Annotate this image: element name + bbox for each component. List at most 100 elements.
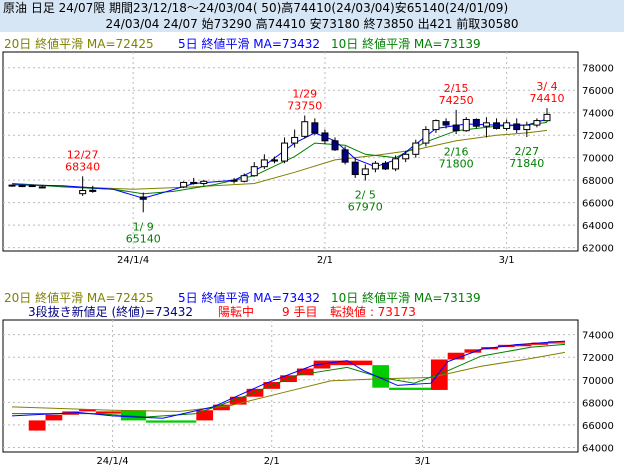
x-tick-label: 24/1/4: [96, 456, 128, 467]
break-brick: [196, 410, 214, 421]
candle-body: [180, 181, 188, 188]
high-annotation-date: 12/27: [67, 148, 99, 161]
break-brick: [464, 349, 482, 353]
candle-body: [402, 153, 410, 160]
break-brick: [79, 409, 96, 412]
candle-body: [533, 120, 541, 126]
break-brick: [95, 411, 121, 414]
candle-body: [361, 168, 369, 176]
ohlc-summary-bar: 24/03/04 24/07 始73290 高74410 安73180 終738…: [0, 16, 624, 32]
break-brick: [548, 341, 565, 344]
legend-entry: 5日 終値平滑 MA=73432: [178, 36, 320, 51]
break-brick: [146, 420, 197, 423]
y-tick-label: 72000: [582, 353, 614, 364]
candle-body: [412, 142, 420, 155]
candle-body: [200, 180, 208, 185]
candle-body: [291, 136, 299, 144]
y-tick-label: 70000: [582, 154, 614, 165]
x-tick-label: 3/1: [415, 456, 431, 467]
break-brick: [389, 387, 431, 390]
break-brick: [313, 360, 331, 369]
ma20-line: [11, 351, 566, 412]
break-brick: [531, 342, 549, 345]
legend-entry: 20日 終値平滑 MA=72425: [4, 36, 154, 51]
candle-body: [250, 166, 258, 177]
low-annotation-date: 2/16: [444, 145, 469, 158]
y-tick-label: 66000: [582, 421, 614, 432]
high-annotation-date: 2/15: [444, 82, 469, 95]
y-tick-label: 72000: [582, 131, 614, 142]
candle-body: [371, 162, 379, 170]
plot-frame: [2, 51, 579, 252]
y-tick-label: 74000: [582, 331, 614, 342]
y-tick-label: 64000: [582, 443, 614, 454]
low-annotation-value: 67970: [348, 201, 383, 214]
ma20-line: [11, 129, 548, 190]
break-brick: [120, 410, 147, 421]
ma5-line: [11, 340, 566, 419]
y-tick-label: 62000: [582, 244, 614, 255]
candle-body: [8, 184, 16, 187]
three-line-break-panel: 20日 終値平滑 MA=72425 5日 終値平滑 MA=73432 10日 終値平…: [2, 290, 614, 467]
y-tick-label: 66000: [582, 199, 614, 210]
x-tick-label: 24/1/4: [117, 255, 149, 266]
low-annotation-date: 2/27: [514, 145, 539, 158]
y-tick-label: 68000: [582, 176, 614, 187]
candle-body: [381, 162, 389, 170]
candle-body: [38, 186, 46, 189]
status-trend: 陽転中: [218, 304, 254, 319]
low-annotation-value: 71800: [439, 157, 474, 170]
low-annotation-value: 65140: [126, 232, 161, 245]
high-annotation-value: 68340: [65, 160, 100, 173]
x-tick-label: 2/1: [264, 456, 280, 467]
chart-title-bar: 原油 日足 24/07限 期間23/12/18～24/03/04( 50)高74…: [0, 0, 624, 16]
candle-body: [139, 196, 147, 200]
candle-body: [301, 121, 309, 137]
candlestick-panel: 20日 終値平滑 MA=72425 5日 終値平滑 MA=73432 10日 終値平…: [2, 36, 614, 266]
high-annotation-value: 73750: [287, 100, 322, 113]
candle-body: [523, 124, 531, 131]
break-brick: [514, 344, 532, 347]
high-annotation-date: 3/ 4: [536, 80, 557, 93]
candle-body: [351, 161, 359, 176]
y-tick-label: 76000: [582, 86, 614, 97]
candle-body: [341, 149, 349, 163]
candle-body: [28, 185, 36, 188]
high-annotation-date: 1/29: [292, 88, 317, 101]
low-annotation-value: 71840: [509, 157, 544, 170]
candle-body: [18, 185, 26, 188]
header-line2: 24/03/04 24/07 始73290 高74410 安73180 終738…: [105, 17, 519, 31]
y-tick-label: 68000: [582, 398, 614, 409]
candle-body: [311, 122, 319, 134]
candle-body: [281, 142, 289, 162]
candle-body: [472, 118, 480, 127]
candle-body: [89, 189, 97, 192]
x-tick-label: 3/1: [499, 255, 515, 266]
header-line1: 原油 日足 24/07限 期間23/12/18～24/03/04( 50)高74…: [3, 1, 509, 15]
legend-entry: 5日 終値平滑 MA=73432: [178, 290, 320, 305]
candle-body: [462, 118, 470, 132]
legend-entry: 10日 終値平滑 MA=73139: [331, 36, 481, 51]
low-annotation-date: 2/ 5: [355, 189, 376, 202]
candle-body: [321, 132, 329, 142]
high-annotation-value: 74250: [439, 94, 474, 107]
candle-body: [230, 179, 238, 182]
candle-body: [503, 122, 511, 129]
candle-body: [240, 175, 248, 182]
break-brick: [213, 404, 230, 411]
break-brick: [28, 420, 46, 431]
break-brick: [372, 365, 390, 388]
candle-body: [452, 124, 460, 132]
candle-body: [422, 129, 430, 144]
legend-entry: 10日 終値平滑 MA=73139: [331, 290, 481, 305]
candle-body: [543, 113, 551, 122]
candle-body: [79, 190, 87, 195]
candle-body: [513, 123, 521, 131]
high-annotation-value: 74410: [530, 92, 565, 105]
x-tick-label: 2/1: [317, 255, 333, 266]
low-annotation-date: 1/ 9: [133, 220, 154, 233]
candle-body: [493, 122, 501, 129]
candle-body: [432, 120, 440, 131]
break-brick: [246, 388, 264, 397]
